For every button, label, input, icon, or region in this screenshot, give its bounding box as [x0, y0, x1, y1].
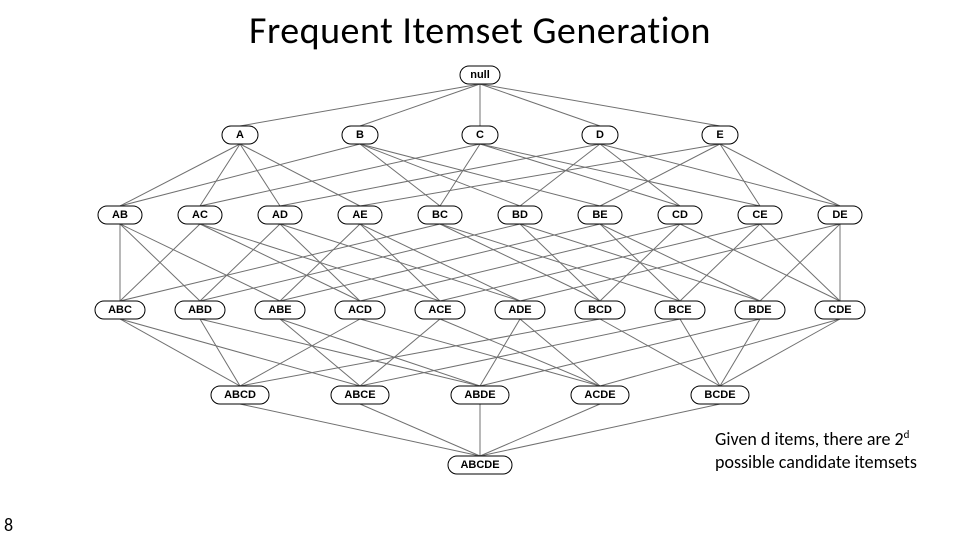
lattice-node-label: ABC: [108, 304, 132, 316]
lattice-node-label: ABDE: [464, 389, 495, 401]
lattice-node-label: D: [596, 129, 604, 141]
lattice-node-label: AC: [192, 209, 208, 221]
lattice-node-label: A: [236, 129, 244, 141]
itemset-lattice-diagram: nullABCDEABACADAEBCBDBECDCEDEABCABDABEAC…: [50, 60, 910, 490]
caption: Given d items, there are 2d possible can…: [715, 428, 935, 473]
lattice-node-label: BC: [432, 209, 448, 221]
lattice-node-label: ACE: [428, 304, 451, 316]
caption-text-2: possible candidate itemsets: [715, 451, 917, 473]
lattice-node-label: BCDE: [704, 389, 735, 401]
lattice-node-label: BE: [592, 209, 607, 221]
caption-text-1: Given d items, there are 2: [715, 428, 904, 450]
slide-title: Frequent Itemset Generation: [0, 8, 960, 54]
lattice-node-label: ABD: [188, 304, 212, 316]
lattice-node-label: ABE: [268, 304, 291, 316]
lattice-node-label: B: [356, 129, 364, 141]
lattice-node-label: AE: [352, 209, 367, 221]
lattice-node-label: BCE: [668, 304, 691, 316]
lattice-node-label: BDE: [748, 304, 771, 316]
lattice-node-label: CE: [752, 209, 767, 221]
lattice-node-label: DE: [832, 209, 847, 221]
lattice-node-label: ACDE: [584, 389, 615, 401]
lattice-node-label: E: [716, 129, 723, 141]
lattice-node-label: ABCE: [344, 389, 375, 401]
lattice-node-label: CDE: [828, 304, 851, 316]
caption-sup: d: [904, 428, 910, 441]
lattice-node-label: ABCDE: [460, 459, 499, 471]
lattice-node-label: AB: [112, 209, 128, 221]
lattice-node-label: ABCD: [224, 389, 256, 401]
lattice-node-label: C: [476, 129, 484, 141]
lattice-node-label: null: [470, 69, 490, 81]
lattice-node-label: BD: [512, 209, 528, 221]
lattice-node-label: ACD: [348, 304, 372, 316]
lattice-node-label: BCD: [588, 304, 612, 316]
lattice-node-label: AD: [272, 209, 288, 221]
page-number: 8: [4, 514, 13, 536]
lattice-node-label: ADE: [508, 304, 531, 316]
lattice-node-label: CD: [672, 209, 688, 221]
